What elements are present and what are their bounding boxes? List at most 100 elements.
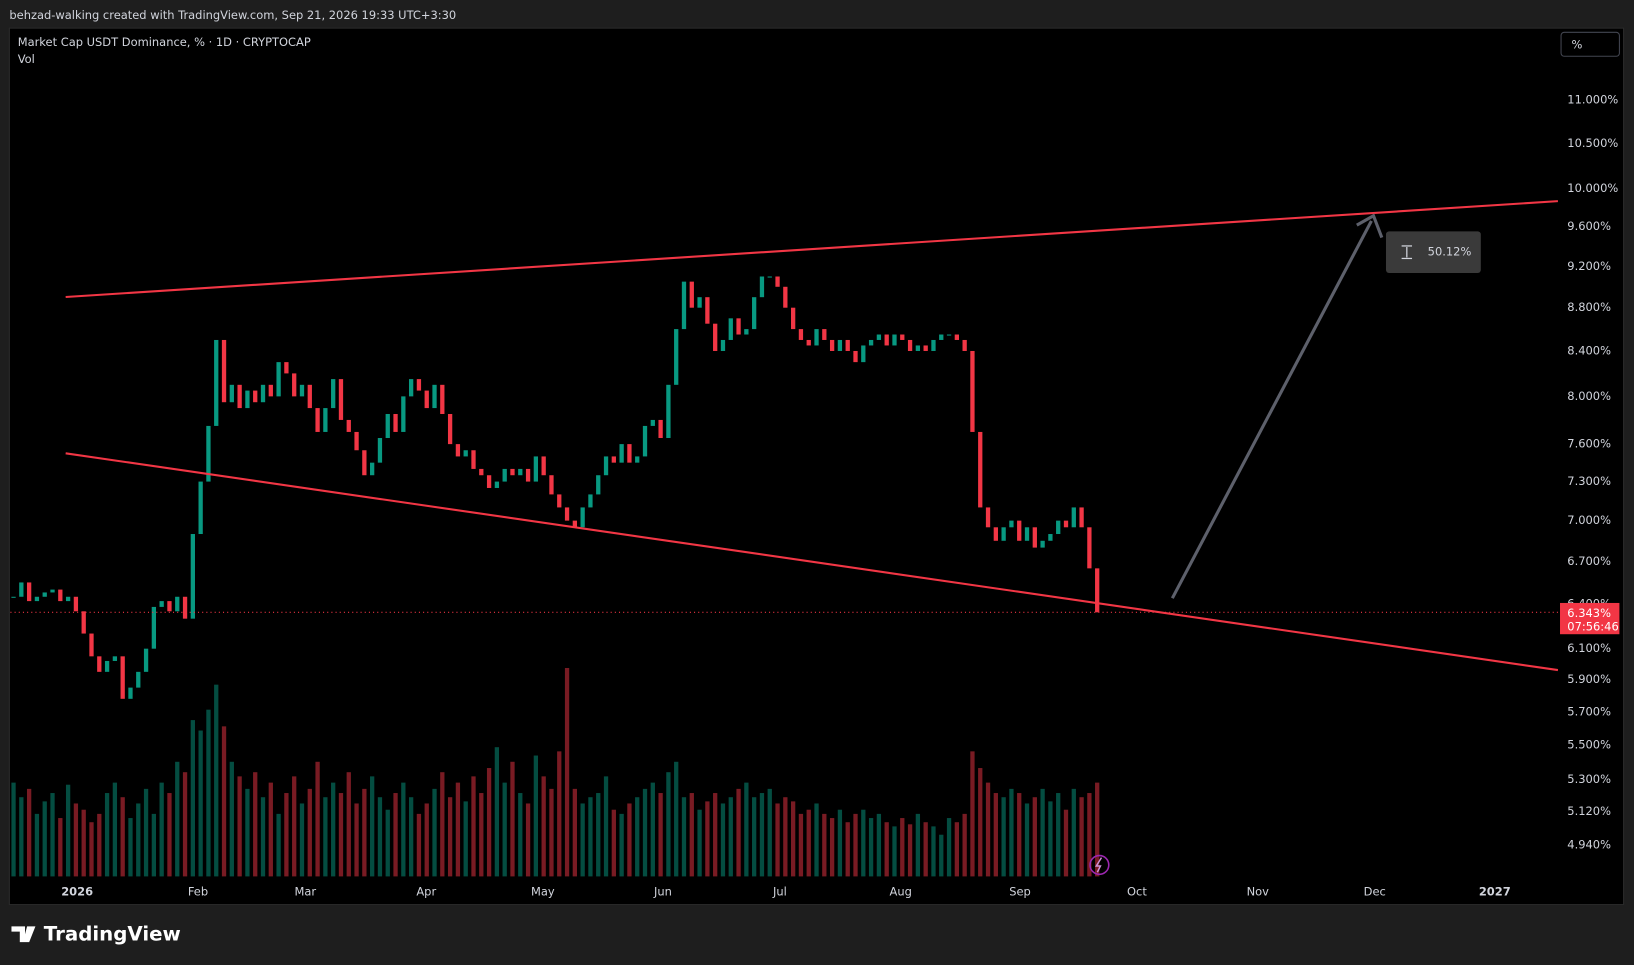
x-tick-label: Jun: [653, 885, 672, 899]
measure-label: 50.12%: [1428, 245, 1472, 259]
candle: [533, 456, 539, 482]
upper-trendline[interactable]: [65, 200, 1558, 299]
candle: [253, 390, 258, 403]
volume-bar: [650, 782, 655, 877]
y-tick-label: 5.500%: [1567, 738, 1611, 752]
volume-bar: [533, 755, 539, 877]
candle: [518, 468, 523, 476]
candle: [572, 520, 577, 528]
volume-bar: [81, 809, 86, 877]
volume-bar: [65, 784, 71, 877]
candle: [752, 297, 757, 330]
volume-bar: [440, 772, 445, 877]
volume-bar: [845, 822, 850, 877]
volume-bar: [315, 761, 320, 877]
event-icon[interactable]: [1089, 854, 1110, 876]
volume-bar: [479, 793, 484, 877]
candle: [479, 468, 484, 476]
volume-bar: [1032, 797, 1037, 877]
volume-bar: [338, 793, 344, 877]
volume-bar: [814, 803, 819, 877]
chart-pane: [8, 27, 1625, 906]
x-tick-label: Jul: [772, 885, 787, 899]
volume-bar: [666, 772, 671, 877]
volume-bar: [214, 684, 219, 877]
volume-bar: [1040, 788, 1045, 877]
volume-bar: [861, 809, 866, 877]
volume-bar: [486, 768, 492, 877]
volume-bar: [159, 782, 164, 877]
volume-bar: [720, 803, 726, 877]
volume-bar: [876, 813, 882, 877]
volume-bar: [681, 797, 687, 877]
volume-layer: [11, 667, 1100, 877]
candle: [292, 373, 297, 397]
candle: [681, 281, 687, 330]
candle: [744, 329, 749, 335]
candle: [245, 390, 250, 409]
volume-bar: [775, 803, 780, 877]
candle: [494, 481, 500, 488]
volume-bar: [331, 782, 336, 877]
volume-bar: [494, 747, 500, 877]
candle: [689, 281, 694, 308]
candle: [385, 413, 390, 439]
candle: [362, 450, 367, 476]
axes: 11.000% 10.500% 10.000% 9.600% 9.200% 8.800% 8…: [10, 93, 1620, 899]
x-tick-label: Oct: [1127, 885, 1147, 899]
chart-title: Market Cap USDT Dominance, % · 1D · CRYP…: [18, 35, 311, 49]
volume-bar: [549, 788, 554, 877]
candle: [440, 384, 445, 414]
candle: [221, 339, 227, 403]
candle: [377, 438, 383, 463]
volume-bar: [783, 797, 788, 877]
volume-bar: [985, 782, 991, 877]
candle: [783, 286, 788, 308]
candle: [1024, 527, 1030, 541]
volume-bar: [424, 803, 429, 877]
volume-bar: [1009, 788, 1014, 877]
volume-bar: [190, 720, 195, 877]
candle: [331, 379, 336, 409]
volume-bar: [806, 809, 811, 877]
candle: [635, 456, 640, 463]
candle: [939, 334, 944, 340]
candle: [182, 596, 188, 619]
candle: [728, 318, 733, 340]
candle: [89, 633, 94, 657]
volume-bar: [619, 813, 624, 877]
candle: [34, 596, 40, 602]
candle: [557, 494, 562, 508]
projection-arrow[interactable]: [1170, 220, 1373, 599]
candle: [323, 408, 328, 432]
candle: [588, 494, 593, 508]
candle: [674, 329, 679, 385]
measure-box[interactable]: [1385, 231, 1481, 274]
candle: [541, 456, 546, 476]
last-price-box: [1560, 602, 1620, 635]
x-tick-label: May: [531, 885, 555, 899]
volume-bar: [89, 822, 94, 877]
volume-bar: [1048, 801, 1053, 877]
lower-trendline[interactable]: [65, 452, 1559, 672]
volume-bar: [11, 782, 16, 877]
candle: [346, 419, 351, 432]
candle: [970, 350, 975, 432]
volume-bar: [253, 772, 258, 877]
candle: [338, 379, 344, 420]
volume-bar: [502, 782, 507, 877]
volume-bar: [97, 813, 102, 877]
candle: [50, 589, 55, 593]
candle: [736, 318, 741, 335]
scale-button[interactable]: [1560, 31, 1620, 57]
volume-bar: [736, 788, 741, 877]
x-tick-label: Aug: [890, 885, 912, 899]
candle: [1017, 520, 1022, 541]
candle: [993, 527, 998, 541]
volume-bar: [58, 818, 63, 877]
candle: [1087, 527, 1092, 569]
volume-bar: [362, 788, 367, 877]
volume-bar: [447, 797, 453, 877]
scale-button-label[interactable]: %: [1571, 37, 1582, 51]
candle: [214, 339, 219, 426]
